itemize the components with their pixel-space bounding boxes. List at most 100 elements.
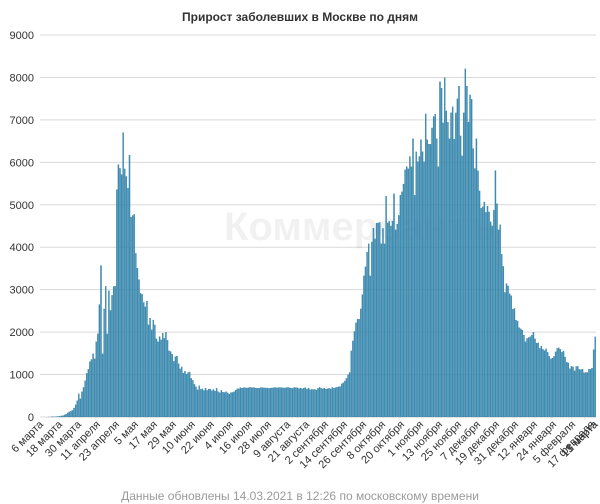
- bar: [477, 170, 479, 418]
- bar: [431, 127, 433, 418]
- bar: [144, 306, 147, 418]
- bar: [377, 222, 379, 418]
- bar: [448, 138, 451, 418]
- bar: [214, 390, 216, 418]
- bar: [447, 122, 449, 418]
- bar: [575, 366, 577, 418]
- bar: [556, 348, 558, 418]
- y-tick-label: 7000: [10, 115, 34, 127]
- bar: [543, 350, 546, 418]
- bar: [410, 166, 413, 418]
- bar: [217, 391, 219, 418]
- bar: [570, 366, 573, 418]
- bar: [181, 366, 183, 418]
- bar: [464, 68, 467, 418]
- bar: [482, 206, 484, 418]
- bar: [133, 214, 135, 418]
- bar: [387, 222, 389, 418]
- bar: [535, 343, 538, 418]
- bar: [566, 362, 568, 418]
- bar: [282, 387, 284, 418]
- bar: [220, 390, 223, 418]
- bar: [239, 387, 242, 418]
- bar: [554, 351, 557, 418]
- bar: [130, 216, 132, 418]
- bar: [463, 112, 465, 418]
- bar: [521, 329, 524, 418]
- bar: [67, 412, 69, 418]
- bar: [212, 389, 215, 418]
- bar: [204, 388, 207, 418]
- bar: [513, 308, 516, 418]
- bar: [472, 148, 474, 418]
- bar: [192, 380, 194, 418]
- bar: [304, 387, 307, 418]
- bar: [249, 387, 251, 418]
- bar: [215, 388, 218, 418]
- bar: [165, 332, 167, 418]
- bar: [559, 349, 562, 418]
- bar: [333, 388, 335, 418]
- bar: [195, 386, 197, 418]
- bar: [87, 369, 90, 418]
- bar: [310, 389, 313, 418]
- bar: [331, 387, 333, 418]
- bar: [265, 387, 267, 418]
- bar: [92, 353, 94, 418]
- bar: [187, 372, 189, 418]
- bar: [272, 387, 275, 418]
- bar: [494, 170, 497, 418]
- bar: [122, 132, 124, 418]
- bar: [329, 388, 332, 418]
- bar: [261, 387, 264, 418]
- bar: [179, 368, 181, 418]
- bar: [277, 387, 280, 418]
- bar: [469, 94, 471, 418]
- bar: [318, 387, 321, 418]
- bar: [146, 301, 148, 418]
- bar: [545, 348, 547, 418]
- bar: [198, 385, 200, 418]
- bar: [562, 350, 565, 418]
- bar: [169, 351, 172, 418]
- bar: [580, 369, 582, 418]
- bar: [444, 77, 446, 418]
- bar: [155, 338, 158, 418]
- bar: [317, 388, 319, 418]
- bar: [383, 243, 386, 418]
- bar: [166, 340, 169, 418]
- bar: [364, 266, 367, 418]
- bar: [428, 144, 430, 418]
- bar: [391, 220, 394, 418]
- bar: [439, 81, 441, 418]
- bar: [288, 387, 291, 418]
- bar: [488, 211, 490, 418]
- bar: [467, 121, 470, 418]
- bar: [398, 215, 400, 418]
- bar: [291, 388, 294, 418]
- bar: [413, 195, 416, 418]
- bar: [360, 308, 362, 418]
- bar: [356, 319, 359, 418]
- bar: [425, 113, 427, 418]
- bar: [63, 414, 66, 418]
- bar: [206, 390, 208, 418]
- bar: [589, 369, 592, 418]
- y-tick-label: 0: [28, 412, 34, 424]
- bar: [390, 225, 392, 418]
- bar: [193, 384, 196, 418]
- bar: [578, 369, 581, 418]
- bar: [475, 138, 478, 418]
- bar: [326, 388, 329, 418]
- bar: [345, 378, 348, 418]
- bar: [257, 387, 259, 418]
- bar: [299, 387, 302, 418]
- bar: [334, 387, 337, 418]
- bar: [341, 383, 343, 418]
- bar: [222, 392, 224, 418]
- bar: [480, 208, 482, 418]
- bar: [309, 389, 311, 418]
- bar: [548, 356, 550, 418]
- bar: [158, 336, 161, 418]
